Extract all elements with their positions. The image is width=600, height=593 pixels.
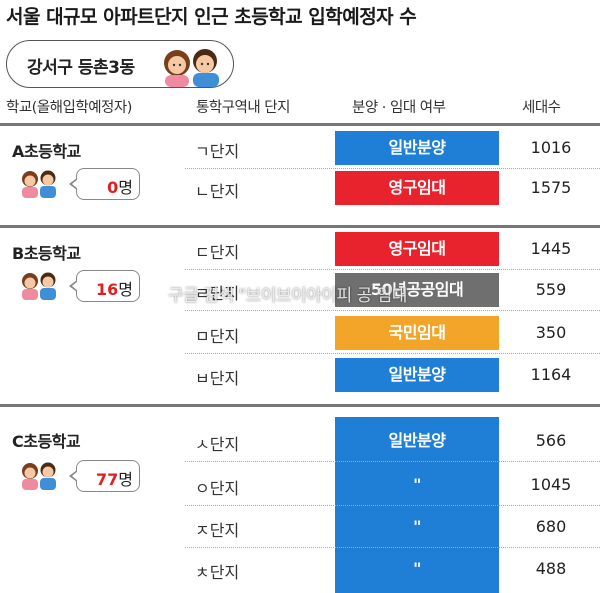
- children-icon: [22, 170, 56, 198]
- table-row: ㄷ단지 영구임대 1445: [185, 230, 600, 270]
- zone-name: ㄱ단지: [195, 142, 240, 161]
- zone-name: ㄷ단지: [195, 243, 240, 262]
- table-row: ㅁ단지 국민임대 350: [185, 314, 600, 354]
- watermark-text: 구글 검색 "브이브이아이피 공 임대: [168, 286, 407, 306]
- household-count: 1045: [530, 475, 572, 494]
- household-count: 1016: [530, 138, 572, 157]
- enrollment-unit: 명: [118, 470, 133, 489]
- school-block-a: A초등학교 0명 ㄱ단지 일반분양 1016 ㄴ단지 영구임대 1575: [0, 126, 600, 226]
- housing-type: ": [413, 475, 421, 494]
- housing-type: 50년공공임대: [335, 273, 499, 307]
- housing-type: 일반분양: [335, 358, 499, 392]
- enrollment-bubble: 16명: [69, 270, 140, 302]
- table-row: ㅂ단지 일반분양 1164: [185, 356, 600, 394]
- table-row: ㅇ단지 " 1045: [185, 466, 600, 506]
- enrollment-unit: 명: [118, 280, 133, 299]
- enrollment-bubble: 77명: [69, 460, 140, 492]
- housing-type: 일반분양: [335, 131, 499, 165]
- district-label: 강서구 등촌3동: [27, 58, 135, 78]
- table-row: ㅈ단지 " 680: [185, 508, 600, 548]
- household-count: 1164: [530, 365, 572, 384]
- children-illustration: [164, 49, 219, 87]
- zone-name: ㅂ단지: [195, 369, 240, 388]
- household-count: 1445: [530, 239, 572, 258]
- school-name: A초등학교: [12, 142, 81, 161]
- enrollment-bubble: 0명: [69, 168, 140, 200]
- enrollment-count: 77: [96, 470, 119, 489]
- children-icon: [22, 272, 56, 300]
- housing-type: ": [413, 559, 421, 578]
- household-count: 350: [535, 323, 567, 342]
- zone-name: ㄹ단지: [195, 284, 240, 303]
- table-row: ㅅ단지 일반분양 566: [185, 422, 600, 462]
- zone-name: ㅊ단지: [195, 563, 240, 582]
- household-count: 488: [535, 559, 567, 578]
- household-count: 680: [535, 517, 567, 536]
- school-name: B초등학교: [12, 244, 81, 263]
- table-header: 학교(올해입학예정자) 통학구역내 단지 분양 · 임대 여부 세대수: [0, 96, 600, 118]
- enrollment-unit: 명: [118, 178, 133, 197]
- table-row: ㄴ단지 영구임대 1575: [185, 169, 600, 207]
- housing-type: 영구임대: [335, 232, 499, 266]
- school-divider: [0, 225, 600, 228]
- zone-name: ㅁ단지: [195, 327, 240, 346]
- children-icon: [22, 462, 56, 490]
- housing-type: ": [413, 517, 421, 536]
- household-count: 566: [535, 431, 567, 450]
- zone-name: ㄴ단지: [195, 182, 240, 201]
- zone-name: ㅇ단지: [195, 479, 240, 498]
- header-divider: [0, 123, 600, 126]
- school-divider: [0, 404, 600, 407]
- household-count: 559: [535, 280, 567, 299]
- table-row: ㄹ단지 50년공공임대 559: [185, 271, 600, 311]
- zone-name: ㅅ단지: [195, 435, 240, 454]
- table-row: ㄱ단지 일반분양 1016: [185, 129, 600, 169]
- school-block-c: C초등학교 77명 ㅅ단지 일반분양 566 ㅇ단지 " 1045 ㅈ단지 " …: [0, 414, 600, 593]
- enrollment-count: 0: [107, 178, 119, 197]
- table-row: ㅊ단지 " 488: [185, 550, 600, 588]
- household-count: 1575: [530, 178, 572, 197]
- header-zone: 통학구역내 단지: [196, 100, 291, 116]
- header-households: 세대수: [522, 100, 561, 116]
- header-school: 학교(올해입학예정자): [6, 100, 132, 116]
- housing-type: 일반분양: [388, 431, 446, 450]
- school-block-b: B초등학교 16명 ㄷ단지 영구임대 1445 ㄹ단지 50년공공임대 559 …: [0, 228, 600, 400]
- header-type: 분양 · 임대 여부: [352, 100, 446, 116]
- enrollment-count: 16: [96, 280, 119, 299]
- district-badge: 강서구 등촌3동: [6, 40, 234, 88]
- zone-name: ㅈ단지: [195, 521, 240, 540]
- school-name: C초등학교: [12, 432, 81, 451]
- page-title: 서울 대규모 아파트단지 인근 초등학교 입학예정자 수: [6, 6, 417, 28]
- housing-type: 국민임대: [335, 316, 499, 350]
- housing-type: 영구임대: [335, 171, 499, 205]
